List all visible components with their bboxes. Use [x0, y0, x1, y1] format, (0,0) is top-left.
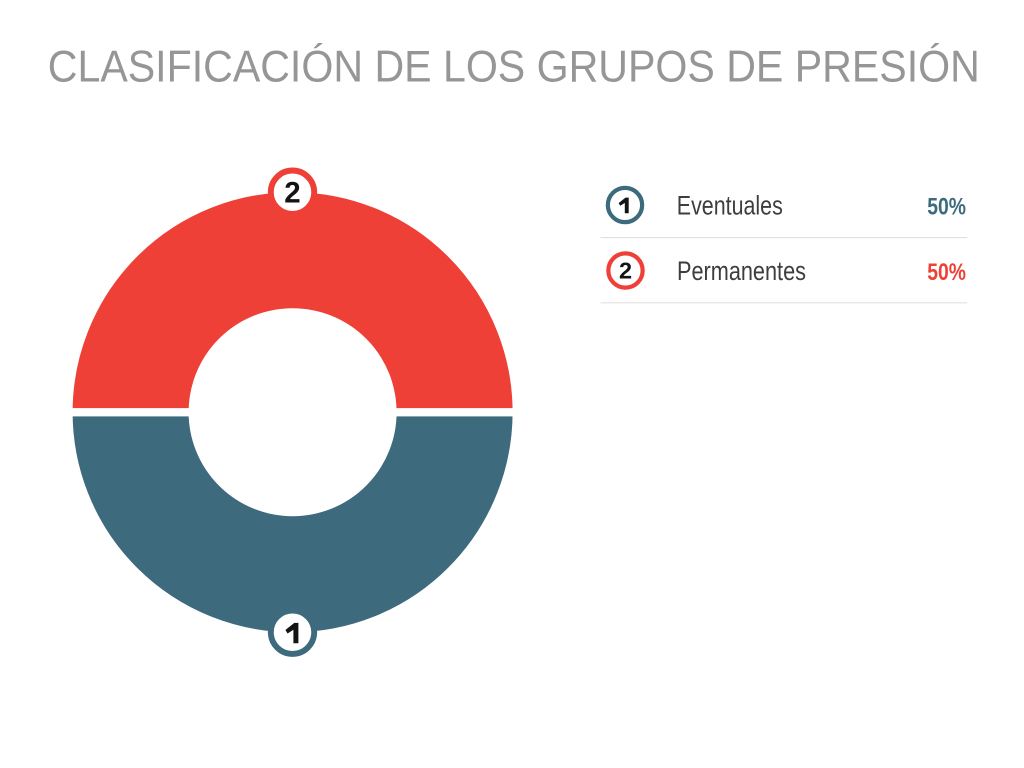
svg-text:50%: 50%: [927, 193, 966, 220]
svg-text:Permanentes: Permanentes: [677, 256, 806, 286]
svg-text:Eventuales: Eventuales: [677, 190, 783, 220]
svg-text:2: 2: [284, 176, 300, 209]
svg-text:50%: 50%: [927, 259, 966, 286]
svg-text:CLASIFICACIÓN DE LOS GRUPOS DE: CLASIFICACIÓN DE LOS GRUPOS DE PRESIÓN: [48, 43, 980, 92]
svg-text:2: 2: [619, 258, 632, 284]
